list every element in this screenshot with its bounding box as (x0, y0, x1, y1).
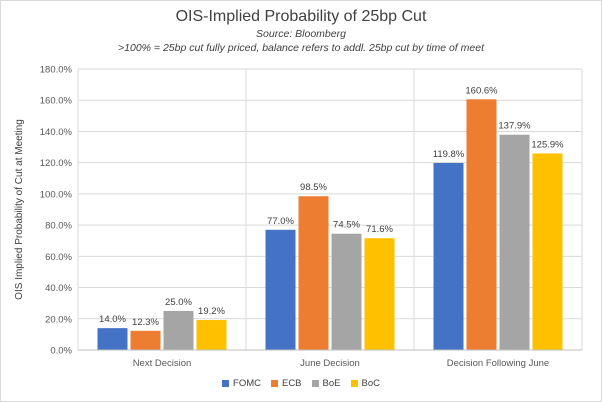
data-label: 25.0% (165, 297, 192, 308)
data-label: 19.2% (198, 306, 225, 317)
legend-item-ecb: ECB (270, 378, 302, 389)
y-tick-label: 140.0% (40, 127, 73, 138)
chart-note: >100% = 25bp cut fully priced, balance r… (118, 42, 484, 54)
bar-boe (499, 134, 530, 350)
legend-swatch (270, 380, 278, 387)
legend-label: ECB (281, 378, 302, 389)
legend-label: BoC (361, 378, 380, 389)
legend-label: FOMC (233, 378, 261, 389)
bar-fomc (433, 162, 464, 350)
chart-title: OIS-Implied Probability of 25bp Cut (175, 8, 427, 25)
data-label: 77.0% (267, 216, 294, 227)
legend-swatch (350, 380, 358, 387)
bar-boc (532, 153, 563, 350)
data-label: 14.0% (99, 314, 126, 325)
x-tick-label: Next Decision (133, 358, 192, 369)
y-tick-label: 40.0% (45, 283, 72, 294)
bar-ecb (466, 99, 497, 350)
legend-swatch (222, 380, 230, 387)
bar-fomc (97, 328, 128, 350)
legend-swatch (311, 380, 319, 387)
chart-legend: FOMC ECB BoE BoC (0, 378, 602, 389)
y-tick-label: 60.0% (45, 252, 72, 263)
data-label: 12.3% (132, 317, 159, 328)
x-tick-label: Decision Following June (447, 358, 549, 369)
data-label: 119.8% (433, 149, 465, 160)
legend-label: BoE (322, 378, 341, 389)
bar-boe (163, 310, 194, 350)
data-label: 125.9% (531, 139, 564, 150)
y-tick-label: 120.0% (40, 158, 73, 169)
data-label: 160.6% (465, 85, 498, 96)
legend-item-boe: BoE (311, 378, 341, 389)
y-tick-label: 100.0% (40, 189, 73, 200)
data-label: 71.6% (366, 224, 393, 235)
bar-boc (364, 238, 395, 350)
legend-item-boc: BoC (350, 378, 380, 389)
legend-item-fomc: FOMC (222, 378, 261, 389)
y-axis-label: OIS Implied Probability of Cut at Meetin… (14, 119, 25, 300)
y-tick-label: 180.0% (40, 65, 73, 76)
bar-boe (331, 233, 362, 350)
y-tick-label: 0.0% (50, 346, 72, 357)
bar-boc (196, 320, 227, 350)
x-tick-label: June Decision (300, 358, 360, 369)
y-tick-label: 20.0% (45, 314, 72, 325)
chart-subtitle: Source: Bloomberg (256, 28, 346, 40)
data-label: 98.5% (300, 182, 327, 193)
bar-fomc (265, 229, 296, 350)
data-label: 137.9% (498, 121, 531, 132)
bar-ecb (298, 196, 329, 350)
bar-ecb (130, 330, 161, 350)
y-tick-label: 160.0% (40, 96, 73, 107)
data-label: 74.5% (333, 220, 360, 231)
y-tick-label: 80.0% (45, 221, 72, 232)
